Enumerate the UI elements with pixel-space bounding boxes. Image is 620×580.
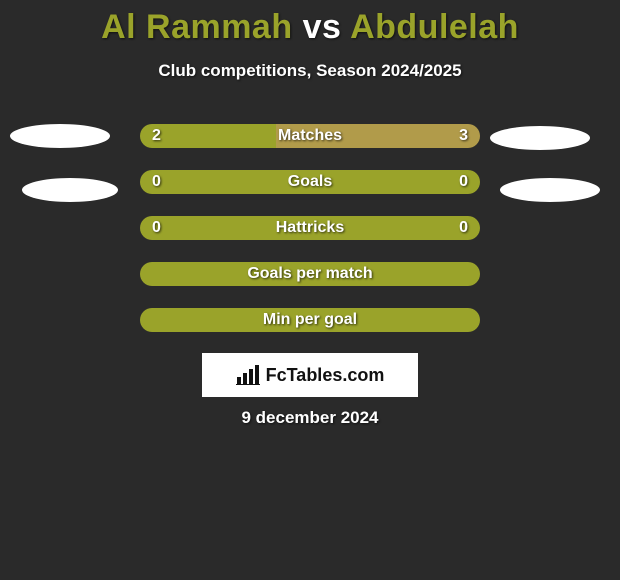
subtitle: Club competitions, Season 2024/2025 <box>0 61 620 81</box>
value-left: 2 <box>152 124 161 148</box>
oval-shape <box>500 178 600 202</box>
row-label: Goals per match <box>140 262 480 286</box>
stat-row: Goals per match <box>0 250 620 296</box>
value-right: 0 <box>459 170 468 194</box>
title-sep: vs <box>293 8 350 46</box>
page-title: Al Rammah vs Abdulelah <box>0 0 620 47</box>
row-label: Hattricks <box>140 216 480 240</box>
row-label: Goals <box>140 170 480 194</box>
value-left: 0 <box>152 170 161 194</box>
stat-row: Hattricks0 0 <box>0 204 620 250</box>
row-label: Matches <box>140 124 480 148</box>
watermark-text: FcTables.com <box>266 365 385 386</box>
value-right: 3 <box>459 124 468 148</box>
row-label: Min per goal <box>140 308 480 332</box>
title-right: Abdulelah <box>350 8 519 46</box>
oval-shape <box>490 126 590 150</box>
title-left: Al Rammah <box>101 8 293 46</box>
bar-chart-icon <box>236 365 260 385</box>
date-label: 9 december 2024 <box>0 408 620 428</box>
watermark: FcTables.com <box>202 353 418 397</box>
value-right: 0 <box>459 216 468 240</box>
oval-shape <box>10 124 110 148</box>
stat-row: Min per goal <box>0 296 620 342</box>
value-left: 0 <box>152 216 161 240</box>
oval-shape <box>22 178 118 202</box>
